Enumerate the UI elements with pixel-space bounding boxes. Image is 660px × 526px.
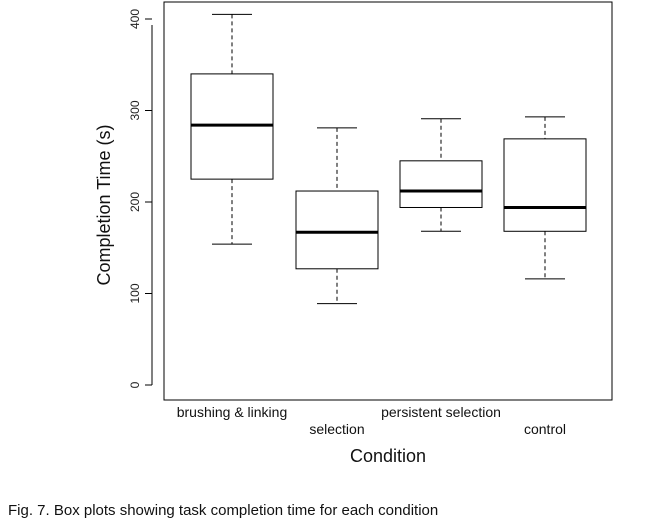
y-tick-label: 200 <box>128 192 142 212</box>
y-tick-label: 400 <box>128 9 142 29</box>
iqr-box <box>399 160 483 208</box>
figure-caption: Fig. 7. Box plots showing task completio… <box>8 502 439 519</box>
box-3 <box>399 118 483 232</box>
category-label: persistent selection <box>381 404 501 420</box>
x-axis-title: Condition <box>350 446 426 466</box>
category-label: control <box>524 421 566 437</box>
boxplot-chart: 0 100 200 300 400 brushing & linking selectio… <box>94 1 613 466</box>
boxes-group <box>190 13 587 305</box>
iqr-box <box>503 138 587 232</box>
box-2 <box>295 127 379 305</box>
y-axis-title: Completion Time (s) <box>94 124 114 285</box>
y-tick-label: 300 <box>128 100 142 120</box>
iqr-box <box>295 190 379 270</box>
category-label: brushing & linking <box>177 404 288 420</box>
y-axis-ticks: 0 100 200 300 400 <box>128 9 152 388</box>
y-tick-label: 100 <box>128 283 142 303</box>
box-4 <box>503 116 587 280</box>
y-tick-label: 0 <box>128 381 142 388</box>
plot-frame <box>163 1 613 401</box>
category-labels: brushing & linking selection persistent se… <box>177 404 566 437</box>
box-1 <box>190 13 274 245</box>
category-label: selection <box>309 421 364 437</box>
